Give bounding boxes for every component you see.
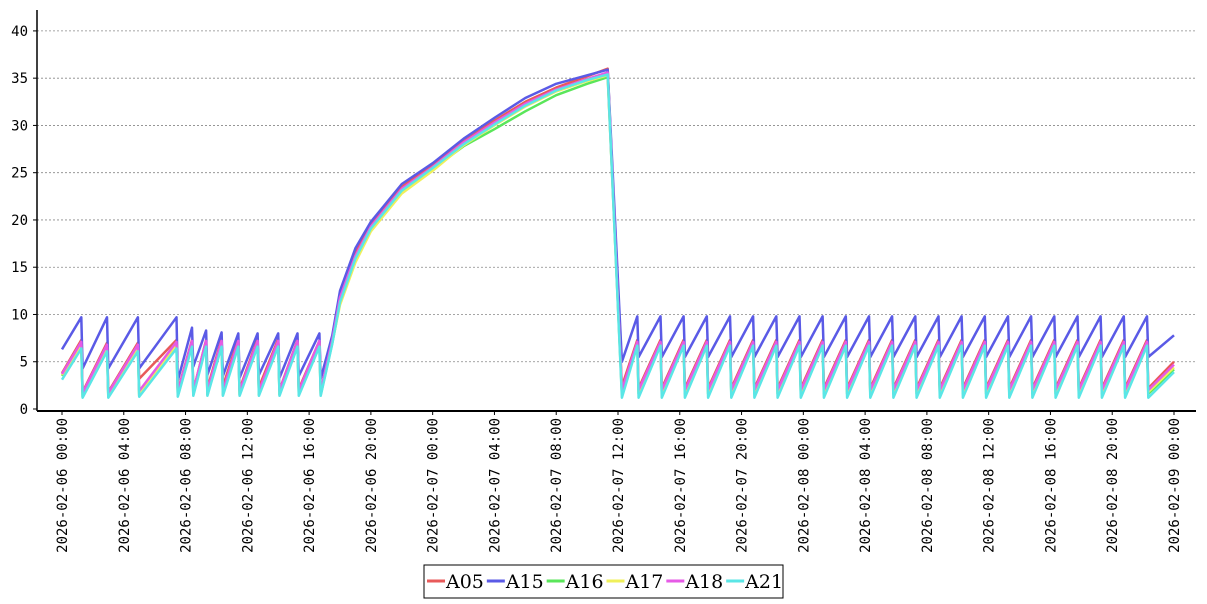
x-tick-label: 2026-02-06 20:00 [364,418,380,553]
x-tick-label: 2026-02-08 12:00 [982,418,998,553]
x-tick-label: 2026-02-08 00:00 [796,418,812,553]
x-tick-label: 2026-02-07 12:00 [611,418,627,553]
y-tick-label: 20 [11,213,28,229]
legend-label-a05: A05 [445,571,484,593]
x-tick-label: 2026-02-06 16:00 [302,418,318,553]
y-tick-label: 15 [11,260,28,276]
gridlines [37,30,1196,363]
y-tick-label: 40 [11,24,28,40]
x-tick-label: 2026-02-07 16:00 [673,418,689,553]
x-tick-label: 2026-02-08 16:00 [1043,418,1059,553]
x-tick-label: 2026-02-07 20:00 [735,418,751,553]
legend-label-a17: A17 [625,571,664,593]
series-lines [60,67,1175,399]
legend-label-a16: A16 [565,571,604,593]
axes: 0 5 10 15 20 25 30 35 40 2026-02-06 00:00 2026-02-… [11,10,1196,553]
legend-label-a15: A15 [505,571,544,593]
x-tick-label: 2026-02-08 20:00 [1105,418,1121,553]
x-tick-label: 2026-02-06 00:00 [55,418,71,553]
series-line-a21 [60,73,1175,399]
y-tick-label: 30 [11,118,28,134]
y-tick-label: 0 [20,402,28,418]
legend-label-a18: A18 [684,571,723,593]
legend-box [423,564,784,599]
x-tick-label: 2026-02-08 08:00 [920,418,936,553]
x-tick-label: 2026-02-06 04:00 [117,418,133,553]
x-tick-label: 2026-02-06 08:00 [179,418,195,553]
x-tick-label: 2026-02-09 00:00 [1167,418,1183,553]
x-tick-label: 2026-02-07 04:00 [487,418,503,553]
legend: A05 A15 A16 A17 A18 A21 [423,564,784,599]
x-tick-label: 2026-02-07 00:00 [426,418,442,553]
y-tick-label: 5 [20,355,28,371]
y-tick-label: 35 [11,71,28,87]
legend-label-a21: A21 [744,571,783,593]
x-tick-label: 2026-02-07 08:00 [549,418,565,553]
x-tick-label: 2026-02-08 04:00 [858,418,874,553]
y-tick-label: 25 [11,166,28,182]
x-tick-label: 2026-02-06 12:00 [240,418,256,553]
y-tick-label: 10 [11,307,28,323]
